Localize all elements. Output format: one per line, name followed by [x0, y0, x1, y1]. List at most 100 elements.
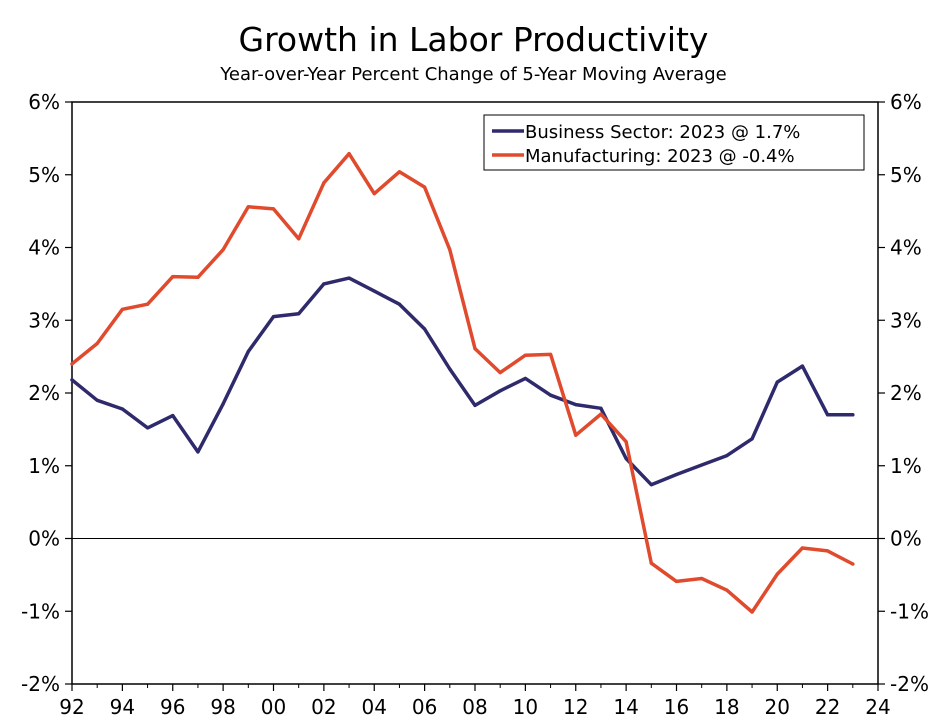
y-tick-label-right: 5%: [890, 163, 922, 187]
chart-subtitle: Year-over-Year Percent Change of 5-Year …: [220, 64, 727, 85]
y-tick-label-left: 6%: [28, 90, 60, 114]
data-point-series-1: [574, 403, 578, 407]
data-point-series-2: [800, 546, 805, 550]
data-point-series-1: [674, 472, 679, 477]
data-point-series-2: [448, 248, 452, 252]
y-axis-ticks: -2% -2% -1% -1% 0% 0% 1% 1% 2% 2% 3% 3% 4% 4% 5% 5% 6% 6%: [21, 90, 929, 696]
y-tick-label-left: 1%: [28, 454, 60, 478]
data-point-series-1: [826, 413, 830, 417]
x-tick-label: 94: [110, 695, 135, 719]
data-point-series-2: [372, 192, 376, 196]
data-point-series-1: [297, 312, 301, 316]
data-point-series-1: [599, 406, 603, 410]
x-tick-label: 98: [210, 695, 235, 719]
data-point-series-1: [145, 426, 150, 430]
y-tick-label-left: 5%: [28, 163, 60, 187]
y-tick-label-right: -1%: [890, 599, 929, 623]
data-point-series-2: [221, 248, 225, 252]
data-point-series-1: [624, 456, 628, 461]
data-point-series-1: [498, 389, 502, 393]
data-point-series-2: [725, 588, 729, 592]
data-point-series-2: [548, 352, 553, 357]
data-point-series-2: [674, 579, 679, 584]
series-layer: [70, 151, 855, 614]
data-point-series-1: [322, 282, 326, 286]
x-tick-label: 04: [362, 695, 387, 719]
data-point-series-1: [700, 463, 704, 467]
data-point-series-2: [700, 576, 704, 581]
series-line-2: [70, 151, 855, 614]
data-point-series-1: [196, 450, 200, 454]
data-point-series-2: [95, 341, 99, 346]
data-point-series-1: [649, 483, 653, 487]
data-point-series-2: [70, 362, 74, 366]
data-point-series-2: [120, 307, 124, 311]
data-point-series-2: [271, 207, 276, 211]
y-tick-label-left: 4%: [28, 236, 60, 260]
data-point-series-1: [473, 403, 477, 407]
legend-label: Business Sector: 2023 @ 1.7%: [525, 122, 800, 143]
x-tick-label: 16: [664, 695, 689, 719]
y-tick-label-right: 0%: [890, 527, 922, 551]
data-point-series-2: [851, 562, 855, 566]
data-point-series-1: [775, 380, 779, 384]
data-point-series-1: [548, 393, 553, 397]
x-tick-label: 96: [160, 695, 185, 719]
x-tick-label: 20: [765, 695, 790, 719]
data-point-series-2: [826, 549, 830, 553]
data-point-series-1: [171, 413, 175, 418]
data-point-series-1: [246, 349, 250, 354]
data-point-series-1: [221, 402, 225, 406]
y-tick-label-left: 0%: [28, 527, 60, 551]
data-point-series-2: [171, 275, 175, 279]
data-point-series-2: [599, 412, 603, 416]
data-point-series-2: [347, 152, 351, 156]
data-point-series-2: [649, 561, 653, 565]
x-tick-label: 18: [714, 695, 739, 719]
y-tick-label-right: 3%: [890, 308, 922, 332]
x-axis-ticks: 92 94 96 98 00 02 04 06 08 10 12 14 16 18 20 22 24: [59, 684, 891, 719]
data-point-series-1: [70, 378, 74, 382]
x-tick-label: 12: [563, 695, 588, 719]
data-point-series-1: [95, 398, 99, 402]
data-point-series-1: [448, 367, 452, 371]
data-point-series-2: [246, 205, 250, 209]
data-point-series-1: [851, 413, 855, 417]
data-point-series-1: [523, 376, 527, 381]
x-tick-label: 06: [412, 695, 437, 719]
data-point-series-2: [574, 433, 578, 437]
data-point-series-2: [498, 371, 502, 375]
data-point-series-1: [423, 327, 427, 331]
plot-area-frame: [71, 101, 879, 685]
y-tick-label-left: -1%: [21, 599, 60, 623]
x-tick-label: 22: [815, 695, 840, 719]
data-point-series-1: [372, 289, 376, 293]
legend-label: Manufacturing: 2023 @ -0.4%: [525, 146, 795, 167]
x-tick-label: 00: [261, 695, 286, 719]
x-tick-label: 02: [311, 695, 336, 719]
y-tick-label-left: -2%: [21, 672, 60, 696]
data-point-series-1: [397, 302, 402, 306]
data-point-series-2: [624, 440, 628, 444]
data-point-series-2: [145, 302, 150, 306]
x-tick-label: 24: [865, 695, 890, 719]
y-tick-label-right: 4%: [890, 236, 922, 260]
data-point-series-2: [397, 170, 402, 174]
legend-box: [483, 114, 865, 171]
data-point-series-2: [750, 610, 754, 614]
x-tick-label: 08: [462, 695, 487, 719]
data-point-series-1: [800, 364, 805, 368]
data-point-series-1: [347, 276, 351, 280]
data-point-series-2: [775, 572, 779, 576]
data-point-series-1: [725, 453, 729, 458]
y-tick-label-right: 1%: [890, 454, 922, 478]
data-point-series-2: [196, 275, 200, 279]
data-point-series-1: [750, 437, 754, 441]
y-tick-label-left: 3%: [28, 308, 60, 332]
chart-title: Growth in Labor Productivity: [238, 20, 709, 59]
data-point-series-2: [473, 347, 477, 351]
data-point-series-2: [423, 185, 427, 189]
x-tick-label: 14: [613, 695, 638, 719]
data-point-series-2: [523, 353, 527, 357]
data-point-series-1: [271, 315, 276, 319]
